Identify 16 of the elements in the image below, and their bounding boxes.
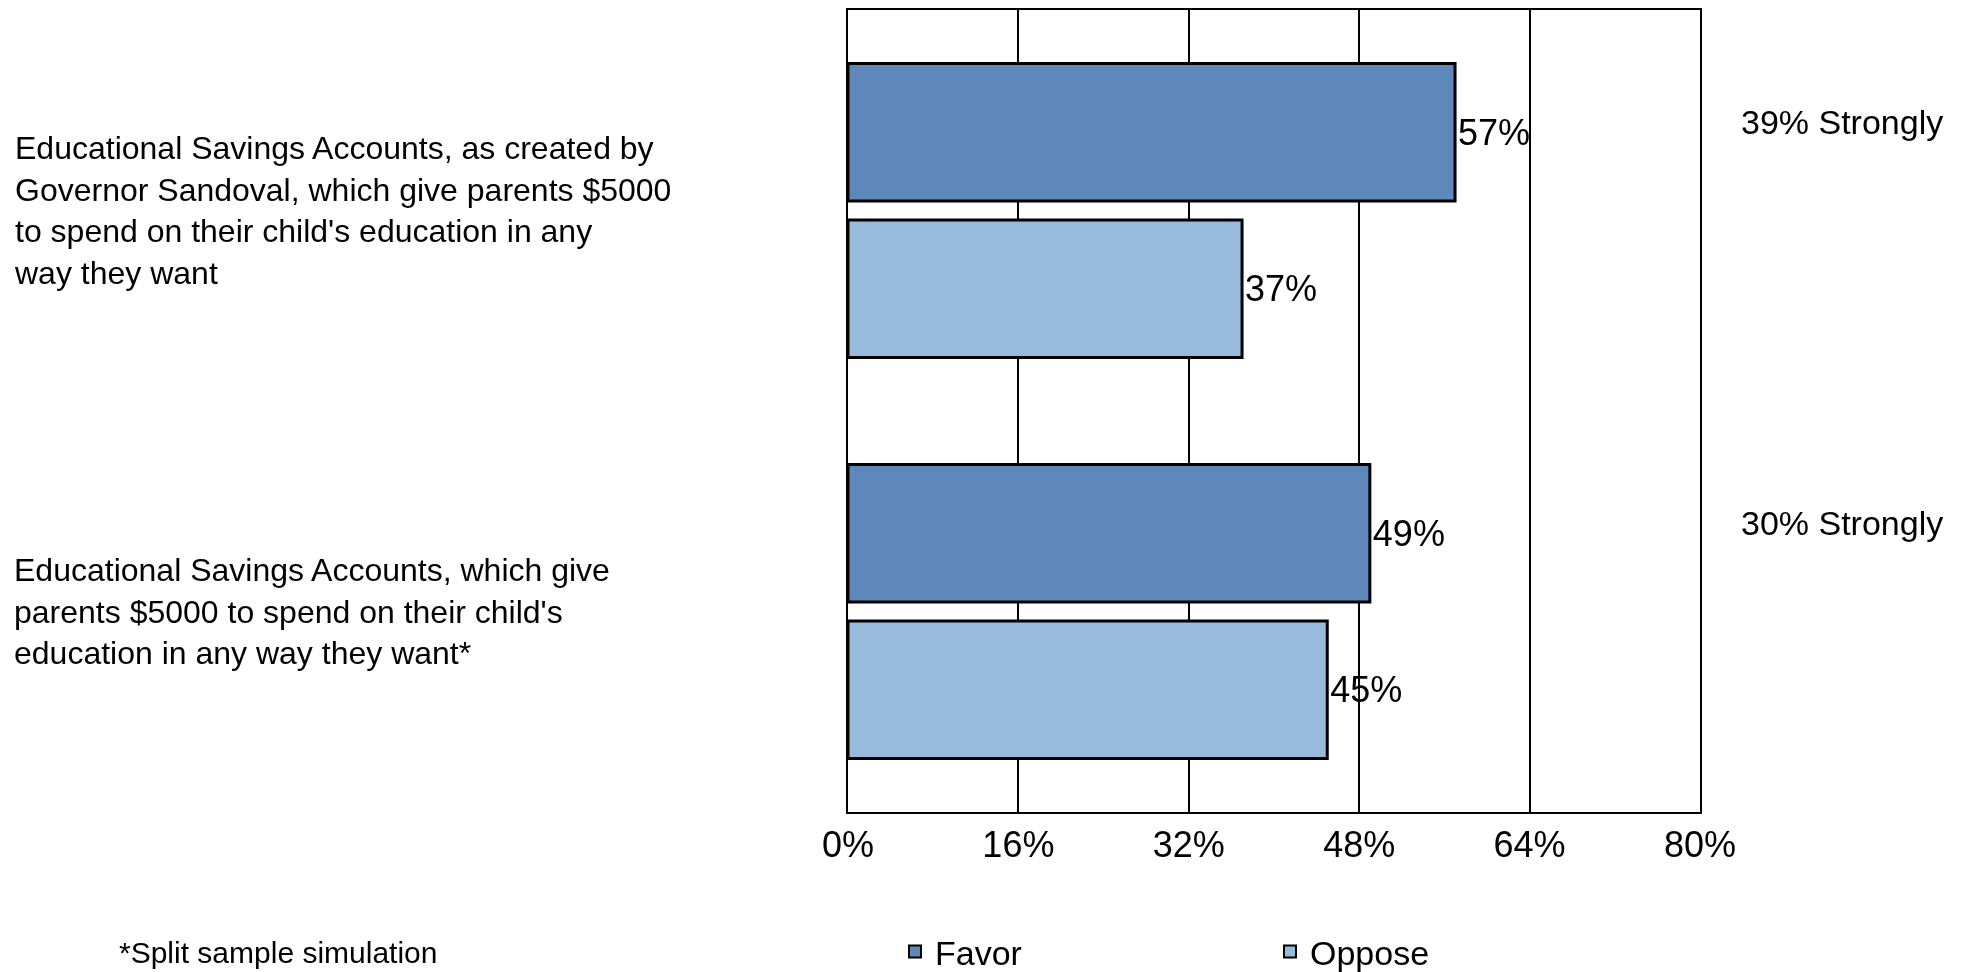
y-tick-label: Educational Savings Accounts, which give parents $5000 to spend on their child's education in any way they want*: [14, 552, 610, 672]
data-label: 57%: [1458, 111, 1531, 153]
x-tick-label: 0%: [821, 824, 875, 866]
legend-label: Oppose: [1310, 933, 1430, 972]
y-tick-label: Educational Savings Accounts, as created by Governor Sandoval, which give parents $5000 to spend on their child's education in any way they want: [14, 130, 672, 291]
data-label: 37%: [1245, 268, 1318, 310]
x-tick-label: 64%: [1493, 824, 1566, 866]
legend-label: Favor: [935, 933, 1022, 972]
x-tick-label: 32%: [1152, 824, 1225, 866]
x-tick-label: 48%: [1323, 824, 1396, 866]
x-tick-label: 16%: [982, 824, 1055, 866]
text: 39% Strongly: [1741, 103, 1944, 141]
data-label: 49%: [1372, 512, 1445, 554]
x-tick-label: 80%: [1663, 824, 1737, 866]
text: 30% Strongly: [1741, 504, 1944, 542]
text: *Split sample simulation: [119, 936, 438, 969]
